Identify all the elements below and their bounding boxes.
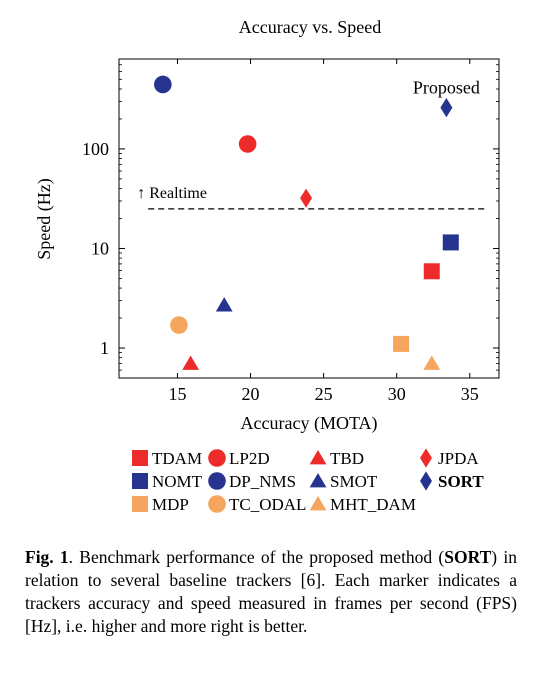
point-mht-dam bbox=[423, 355, 441, 370]
caption-label: Fig. 1 bbox=[25, 547, 69, 567]
legend-marker-lp2d bbox=[208, 449, 226, 467]
realtime-label: ↑ Realtime bbox=[137, 185, 207, 202]
legend-label-smot: SMOT bbox=[330, 472, 378, 491]
legend-label-sort: SORT bbox=[438, 472, 484, 491]
legend: TDAM LP2D TBD JPDA NOMT DP_NMS SMOT SORT MDP TC_O… bbox=[132, 448, 484, 514]
y-axis-label: Speed (Hz) bbox=[34, 178, 55, 259]
point-dp-nms bbox=[154, 75, 172, 94]
x-tick-label: 35 bbox=[461, 384, 479, 404]
legend-marker-smot bbox=[309, 473, 327, 488]
legend-marker-tbd bbox=[309, 450, 327, 465]
x-tick-label: 20 bbox=[242, 384, 260, 404]
y-tick-label: 1 bbox=[100, 338, 109, 358]
legend-marker-tc-odal bbox=[208, 495, 226, 513]
point-sort bbox=[440, 97, 453, 118]
proposed-annotation: Proposed bbox=[413, 78, 480, 98]
x-tick-label: 25 bbox=[315, 384, 333, 404]
y-axis-ticks: 1 10 100 bbox=[82, 64, 499, 371]
caption-text-after: ) in relation to several baseline tracke… bbox=[25, 547, 517, 636]
legend-label-mdp: MDP bbox=[152, 495, 189, 514]
legend-marker-mdp bbox=[132, 496, 148, 512]
legend-marker-sort bbox=[420, 471, 432, 491]
point-smot bbox=[215, 297, 233, 312]
legend-marker-tdam bbox=[132, 450, 148, 466]
x-axis-ticks: 15 20 25 30 35 bbox=[168, 59, 479, 404]
point-tbd bbox=[182, 355, 200, 370]
point-lp2d bbox=[238, 135, 257, 153]
y-tick-label: 10 bbox=[91, 238, 109, 258]
legend-marker-nomt bbox=[132, 473, 148, 489]
caption-emphasis: SORT bbox=[444, 547, 492, 567]
point-tc-odal bbox=[170, 316, 188, 334]
legend-label-nomt: NOMT bbox=[152, 472, 203, 491]
caption-text-before: . Benchmark performance of the proposed … bbox=[68, 547, 445, 567]
x-tick-label: 15 bbox=[168, 384, 186, 404]
point-nomt bbox=[442, 234, 459, 251]
legend-marker-mht-dam bbox=[309, 496, 327, 511]
figure-caption: Fig. 1. Benchmark performance of the pro… bbox=[25, 546, 517, 638]
legend-label-tbd: TBD bbox=[330, 449, 364, 468]
legend-label-lp2d: LP2D bbox=[229, 449, 270, 468]
point-jpda bbox=[300, 188, 313, 208]
legend-label-tdam: TDAM bbox=[152, 449, 202, 468]
y-tick-label: 100 bbox=[82, 139, 109, 159]
legend-label-mht-dam: MHT_DAM bbox=[330, 495, 416, 514]
legend-label-dp-nms: DP_NMS bbox=[229, 472, 296, 491]
chart-title: Accuracy vs. Speed bbox=[239, 17, 381, 37]
x-tick-label: 30 bbox=[388, 384, 406, 404]
legend-label-jpda: JPDA bbox=[438, 449, 479, 468]
scatter-chart: Accuracy vs. Speed 15 20 25 30 35 1 10 100 ↑ R… bbox=[34, 17, 500, 514]
x-axis-label: Accuracy (MOTA) bbox=[241, 413, 378, 434]
data-points bbox=[154, 75, 459, 370]
point-mdp bbox=[393, 335, 410, 352]
point-tdam bbox=[423, 263, 440, 280]
legend-marker-dp-nms bbox=[208, 472, 226, 490]
legend-marker-jpda bbox=[420, 448, 432, 468]
legend-label-tc-odal: TC_ODAL bbox=[229, 495, 306, 514]
